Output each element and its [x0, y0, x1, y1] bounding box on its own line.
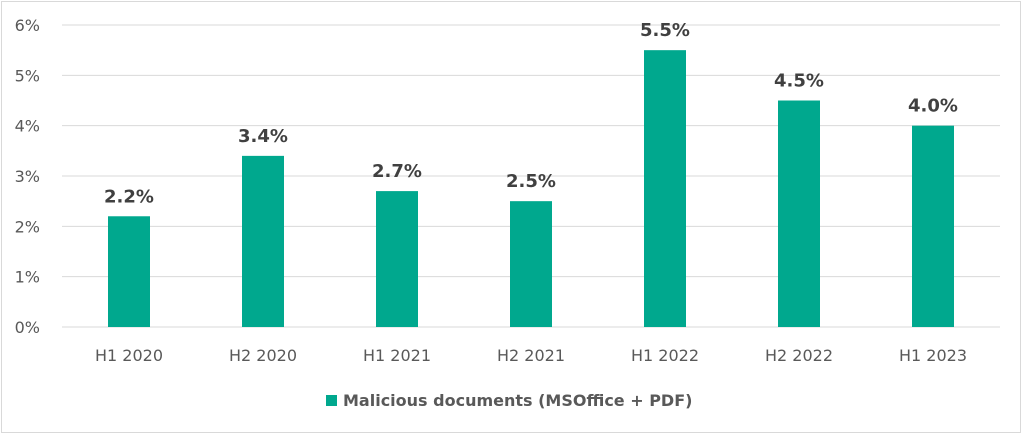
bar: [242, 155, 284, 327]
x-tick-label: H2 2021: [497, 346, 565, 365]
data-label: 5.5%: [640, 20, 690, 41]
x-tick-label: H1 2023: [899, 346, 967, 365]
data-label: 2.7%: [372, 161, 422, 182]
y-tick-label: 4%: [15, 117, 40, 136]
y-tick-label: 0%: [15, 318, 40, 337]
bar: [376, 191, 418, 327]
data-label: 4.5%: [774, 71, 824, 92]
legend-label: Malicious documents (MSOffice + PDF): [343, 391, 692, 410]
bar: [644, 50, 686, 328]
y-tick-label: 3%: [15, 167, 40, 186]
x-tick-label: H1 2020: [95, 346, 163, 365]
x-tick-label: H2 2022: [765, 346, 833, 365]
data-label: 2.5%: [506, 171, 556, 192]
data-label: 4.0%: [908, 96, 958, 117]
y-tick-label: 1%: [15, 268, 40, 287]
data-label: 3.4%: [238, 126, 288, 147]
y-tick-label: 5%: [15, 66, 40, 85]
bar: [778, 100, 820, 327]
x-tick-label: H1 2022: [631, 346, 699, 365]
bar: [510, 201, 552, 327]
legend-swatch: [326, 395, 337, 406]
x-tick-label: H1 2021: [363, 346, 431, 365]
data-label: 2.2%: [104, 186, 154, 207]
bar: [108, 216, 150, 327]
y-tick-label: 2%: [15, 217, 40, 236]
y-tick-label: 6%: [15, 16, 40, 35]
x-tick-label: H2 2020: [229, 346, 297, 365]
bar: [912, 125, 954, 328]
